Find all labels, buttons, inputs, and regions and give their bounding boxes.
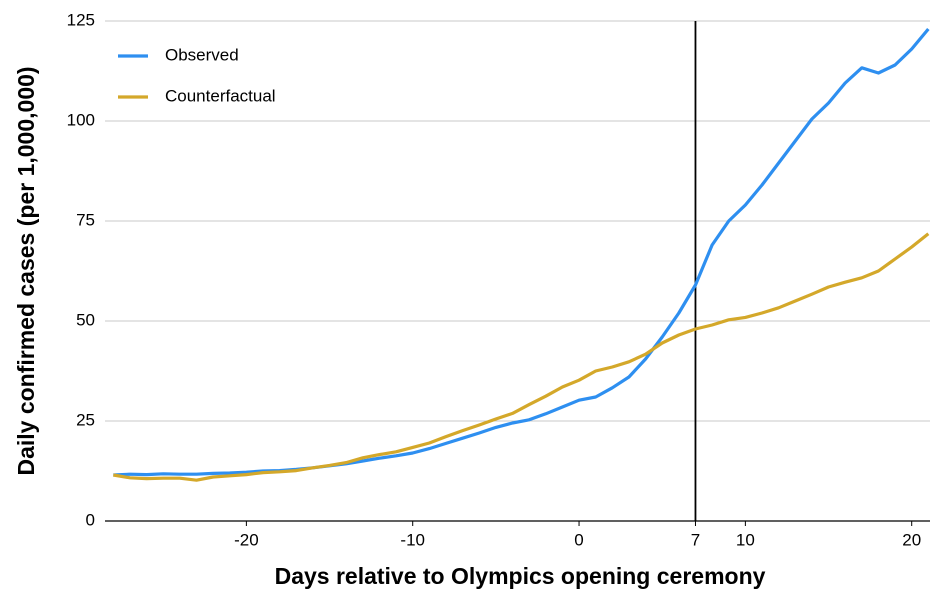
y-tick-label: 50 (76, 310, 95, 329)
legend-label: Counterfactual (165, 86, 276, 105)
y-tick-label: 125 (67, 10, 95, 29)
x-tick-label: 20 (902, 530, 921, 549)
x-axis-title: Days relative to Olympics opening ceremo… (275, 563, 766, 589)
y-tick-label: 100 (67, 110, 95, 129)
y-tick-label: 75 (76, 210, 95, 229)
y-axis-title: Daily confirmed cases (per 1,000,000) (13, 66, 39, 475)
x-tick-label: -10 (400, 530, 425, 549)
x-tick-label: -20 (234, 530, 259, 549)
y-tick-label: 0 (86, 510, 95, 529)
y-tick-label: 25 (76, 410, 95, 429)
x-tick-label: 10 (736, 530, 755, 549)
series-line (113, 232, 930, 482)
x-tick-label: 0 (574, 530, 583, 549)
plot-area (113, 27, 930, 482)
series-line (113, 27, 930, 477)
x-tick-label: 7 (691, 530, 700, 549)
legend-label: Observed (165, 45, 239, 64)
